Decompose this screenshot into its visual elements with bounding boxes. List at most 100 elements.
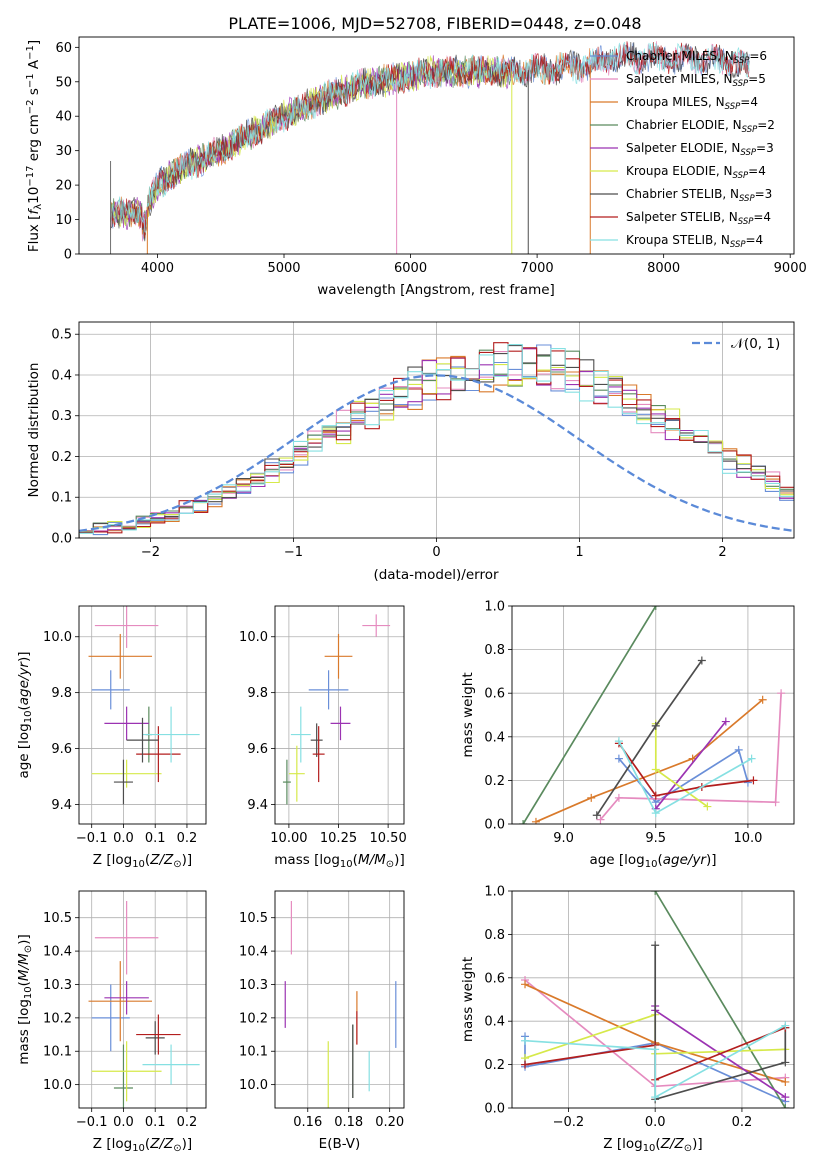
y-tick-label: 0 [64, 248, 72, 263]
label-part: ( [145, 852, 150, 868]
weight-marker [743, 778, 752, 787]
y-tick-label: 30 [55, 144, 72, 159]
label-part: mass [log [16, 999, 32, 1065]
label-part: age/yr [16, 661, 32, 706]
legend-label: Kroupa STELIB, NSSP=4 [626, 233, 763, 250]
weight-marker [614, 754, 623, 763]
label-part: age/yr [663, 852, 708, 868]
legend-value: =4 [748, 164, 766, 178]
weight_vs_Z-lines [521, 891, 790, 1108]
x-tick-label: 8000 [647, 261, 680, 276]
y-tick-label: 9.8 [51, 686, 72, 701]
x-tick-label: 0 [432, 545, 440, 560]
y-tick-label: 10.5 [239, 911, 268, 926]
weight-marker [747, 754, 756, 763]
y-tick-label: 9.6 [51, 742, 72, 757]
legend-label: Chabrier ELODIE, NSSP=2 [626, 118, 775, 135]
residuals-xlabel: (data-model)/error [373, 567, 499, 583]
y-tick-label: 0.4 [484, 730, 505, 745]
legend-value: =3 [756, 141, 774, 155]
weight-series-line [618, 748, 749, 804]
residuals-legend: 𝒩(0, 1) [692, 336, 780, 352]
x-tick-label: 6000 [394, 261, 427, 276]
age_vs_mass-points [282, 614, 391, 805]
weight-marker [721, 717, 730, 726]
legend-value: =3 [755, 187, 773, 201]
x-tick-label: 10.50 [370, 831, 407, 846]
x-tick-label: 2 [718, 545, 726, 560]
y-tick-label: 10.3 [239, 978, 268, 993]
gaussian-curve [79, 374, 794, 533]
weight-marker [531, 817, 540, 824]
weight-series-line [522, 606, 657, 824]
label-part: age [log [16, 723, 32, 778]
age_vs_Z-points [88, 606, 200, 805]
x-tick-label: 0.1 [145, 831, 166, 846]
weight_vs_age-xlabel: age [log10(age/yr)] [589, 852, 716, 870]
label-part: 10 [23, 986, 34, 999]
label-part: mass [log [274, 852, 340, 868]
y-tick-label: 0.6 [484, 687, 505, 702]
x-tick-label: 0.2 [177, 1115, 198, 1130]
x-tick-label: 9.5 [645, 831, 666, 846]
y-tick-label: 9.6 [247, 742, 268, 757]
residuals-axes: −2 −1 0 1 2 0.0 0.1 0.2 0.3 0.4 0.5 [51, 322, 794, 560]
label-part: )] [16, 934, 32, 945]
label-part: ( [16, 705, 32, 710]
age_vs_mass-axes: 10.00 10.25 10.50 9.4 9.6 9.8 10.0 [239, 606, 407, 846]
legend-text: Salpeter ELODIE, N [626, 141, 740, 155]
label-part: Z/Z [149, 1136, 174, 1152]
legend-sub: SSP [733, 79, 749, 89]
panels-layer: 4000 5000 6000 7000 8000 90000102030405060Cha… [16, 36, 807, 1154]
age_vs_Z-ylabel: age [log10(age/yr)] [16, 651, 34, 778]
y-tick-label: 0.0 [484, 818, 505, 833]
weight-series-line [524, 1024, 786, 1099]
y-tick-label: 10.4 [239, 945, 268, 960]
y-tick-label: 10 [55, 213, 72, 228]
y-tick-label: 10.0 [239, 1078, 268, 1093]
label-part: 10 [645, 859, 658, 870]
x-tick-label: 7000 [521, 261, 554, 276]
label-part: )] [394, 852, 405, 868]
label-part: ⊙ [684, 1143, 692, 1154]
label-part: 10 [132, 1143, 145, 1154]
label-part: ( [657, 852, 662, 868]
label-part: 10 [643, 1143, 656, 1154]
weight_vs_Z-xlabel: Z [log10(Z/Z⊙)] [603, 1136, 702, 1154]
y-tick-label: 0.5 [51, 328, 72, 343]
legend-sub: SSP [730, 240, 746, 250]
y-tick-label: 10.2 [43, 1011, 72, 1026]
label-part: f [26, 208, 42, 215]
x-tick-label: 0.0 [113, 1115, 134, 1130]
x-tick-label: 0.2 [177, 831, 198, 846]
spectrum-series-line [110, 41, 750, 233]
legend-value: =5 [748, 72, 766, 86]
label-part: Z [log [603, 1136, 642, 1152]
label-part: ⊙ [386, 859, 394, 870]
x-tick-label: 0.18 [334, 1115, 363, 1130]
label-part: ⊙ [23, 945, 34, 953]
residuals-frame [78, 321, 795, 539]
mass_vs_EBV-xlabel: E(B-V) [319, 1136, 361, 1152]
y-tick-label: 10.2 [239, 1011, 268, 1026]
y-tick-label: 40 [55, 110, 72, 125]
spectrum-lines [110, 41, 750, 254]
label-part: ( [655, 1136, 660, 1152]
y-tick-label: 0.2 [51, 450, 72, 465]
x-tick-label: 0.0 [645, 1115, 666, 1130]
weight-marker [521, 980, 530, 989]
y-tick-label: 50 [55, 75, 72, 90]
legend-value: =4 [753, 210, 771, 224]
legend-label: 𝒩(0, 1) [731, 336, 780, 352]
legend-sub: SSP [734, 56, 750, 66]
weight-marker [651, 1045, 660, 1054]
x-tick-label: 0.1 [145, 1115, 166, 1130]
label-part: E(B-V) [319, 1136, 361, 1152]
label-part: )] [692, 1136, 703, 1152]
weight-marker [614, 737, 623, 746]
y-tick-label: 9.8 [247, 686, 268, 701]
histogram-series-line [79, 344, 794, 538]
y-tick-label: 1.0 [484, 885, 505, 900]
legend-value: =4 [746, 233, 764, 247]
